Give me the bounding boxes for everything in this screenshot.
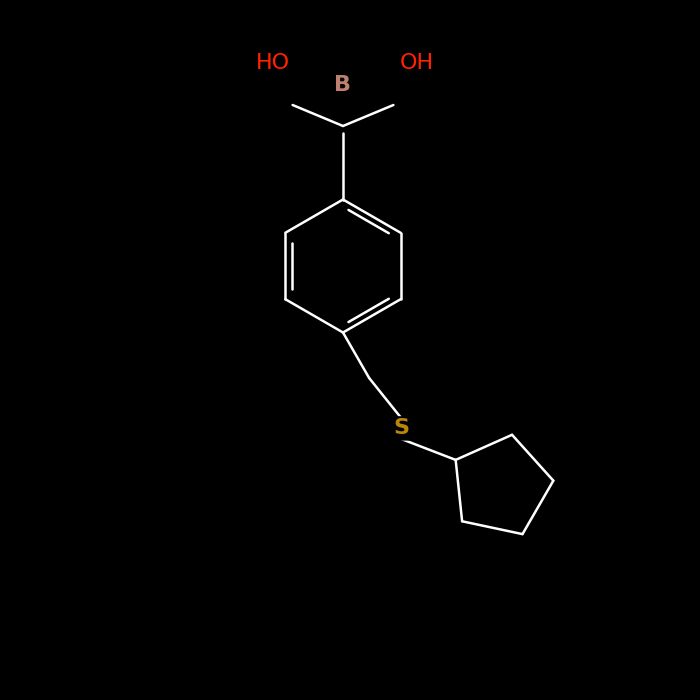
Text: S: S (393, 419, 409, 438)
Text: B: B (335, 76, 351, 95)
Text: OH: OH (400, 53, 433, 73)
Text: HO: HO (256, 53, 290, 73)
